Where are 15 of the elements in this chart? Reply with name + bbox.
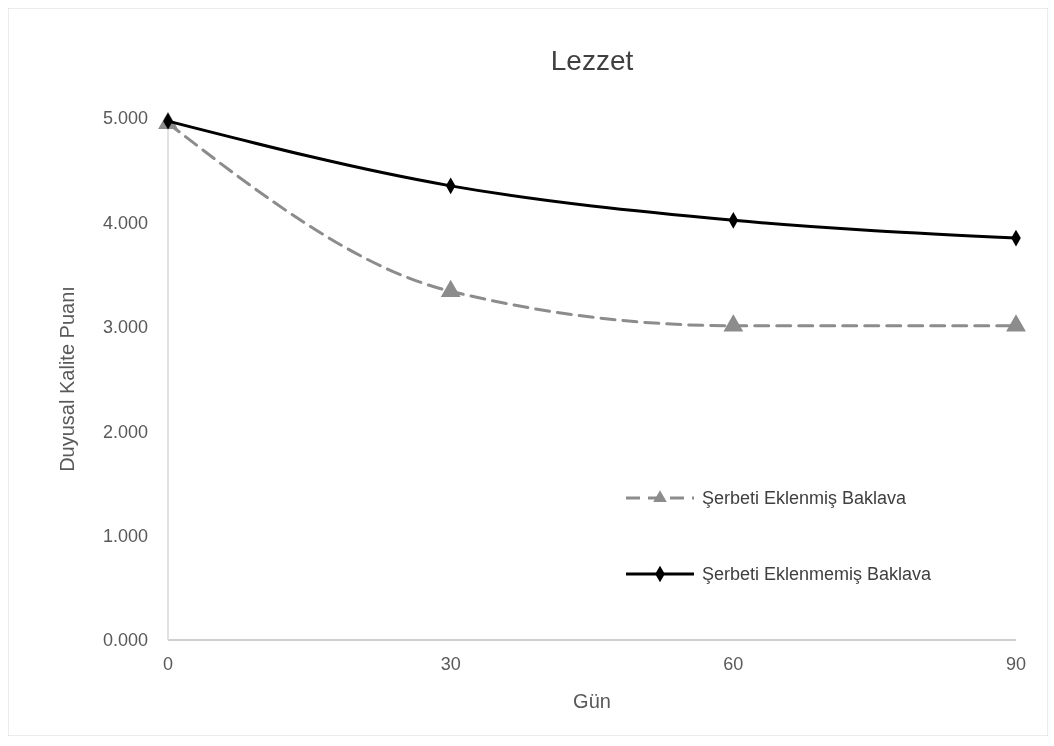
legend-label: Şerbeti Eklenmemiş Baklava (702, 564, 933, 585)
legend-label: Şerbeti Eklenmiş Baklava (702, 488, 908, 509)
x-axis-title: Gün (573, 690, 611, 712)
x-tick-label: 60 (723, 654, 744, 674)
y-tick-label: 1.000 (102, 525, 148, 546)
y-tick-label: 2.000 (102, 421, 148, 442)
y-tick-label: 3.000 (102, 317, 148, 338)
x-tick-label: 30 (440, 654, 461, 674)
y-tick-label: 4.000 (102, 212, 148, 233)
y-axis-title: Duyusal Kalite Puanı (56, 286, 78, 472)
x-tick-label: 0 (162, 654, 174, 674)
y-tick-label: 5.000 (102, 108, 148, 129)
x-tick-label: 90 (1005, 654, 1027, 674)
chart-title: Lezzet (550, 45, 634, 76)
y-tick-label: 0.000 (102, 630, 148, 651)
